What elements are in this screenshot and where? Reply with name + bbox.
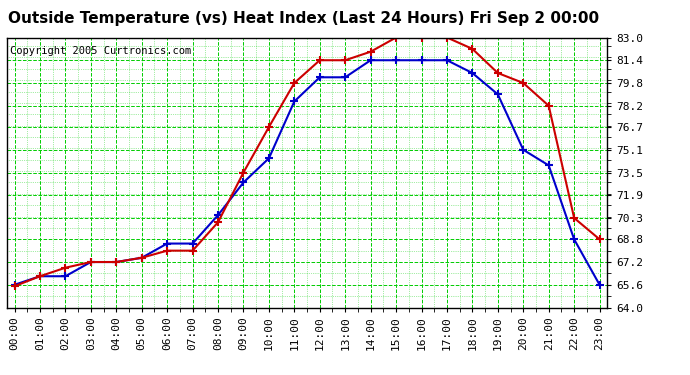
Text: Copyright 2005 Curtronics.com: Copyright 2005 Curtronics.com [10, 46, 191, 56]
Text: Outside Temperature (vs) Heat Index (Last 24 Hours) Fri Sep 2 00:00: Outside Temperature (vs) Heat Index (Las… [8, 11, 599, 26]
